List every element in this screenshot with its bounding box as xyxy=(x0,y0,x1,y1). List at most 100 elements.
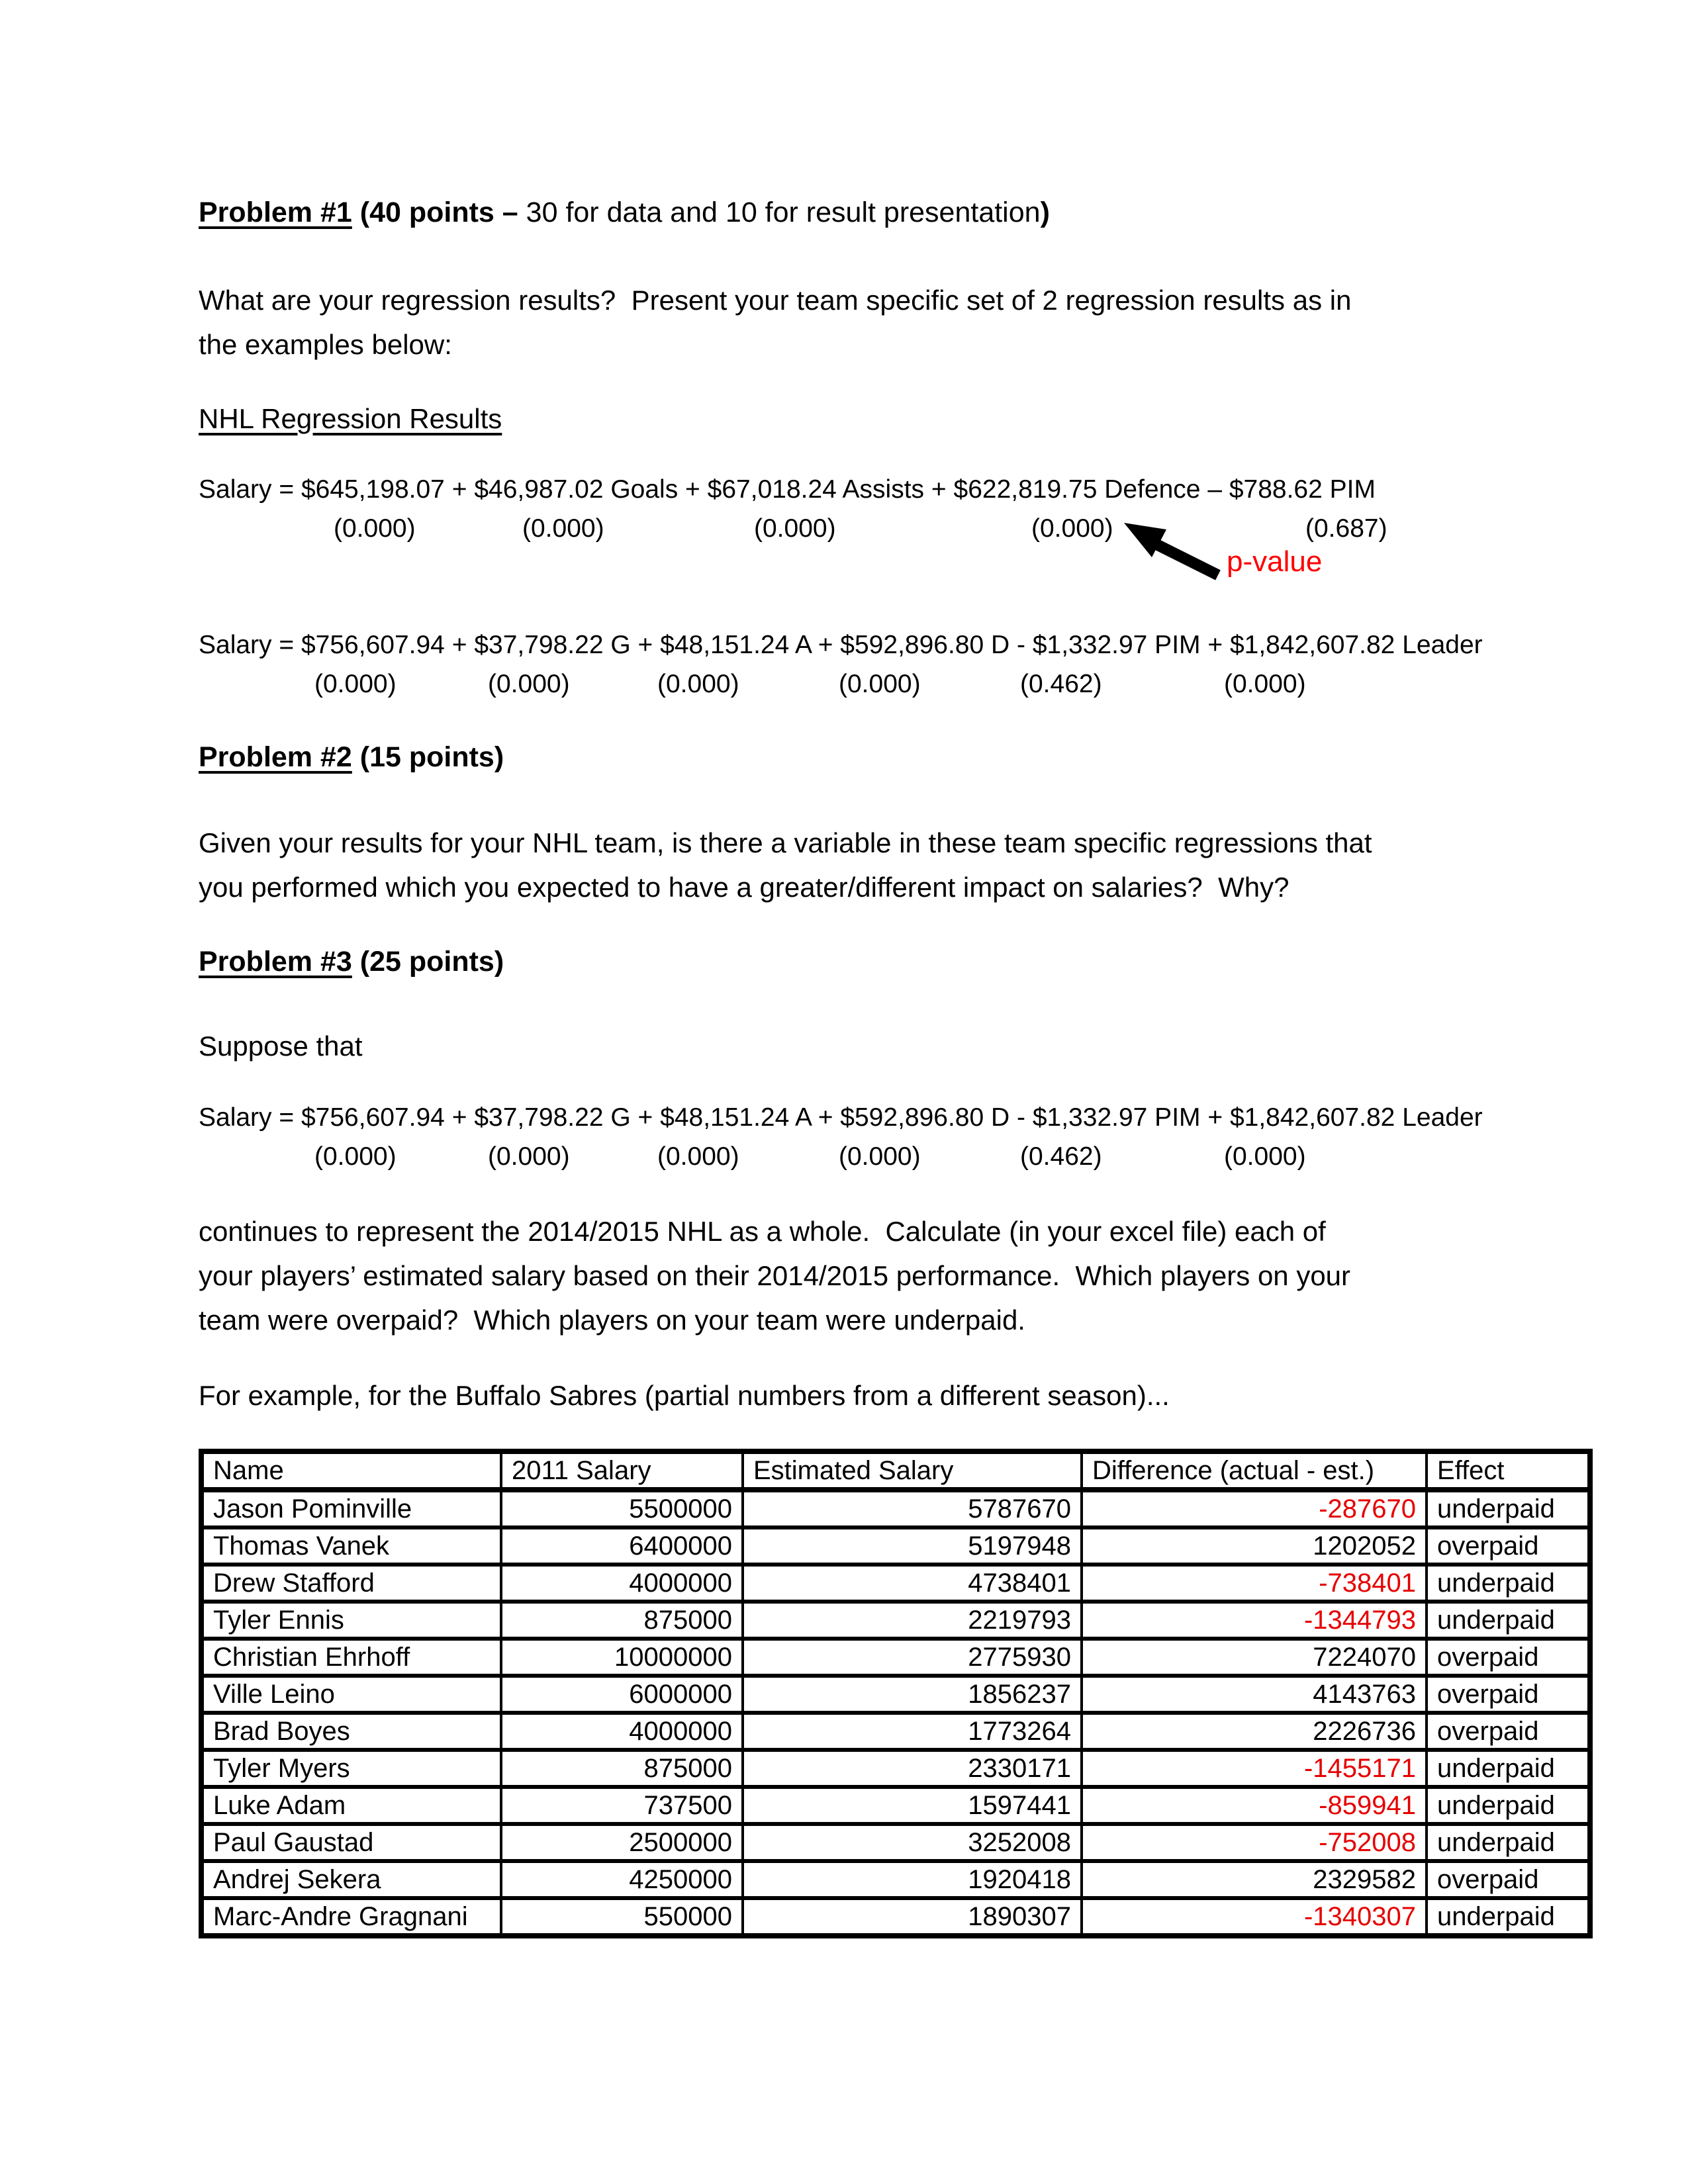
eq1-pvalue-2: (0.000) xyxy=(522,514,604,543)
player-name: Paul Gaustad xyxy=(200,1822,502,1863)
table-row: Drew Stafford 4000000 4738401 -738401 un… xyxy=(200,1563,1591,1604)
eq2-pvalue-4: (0.000) xyxy=(839,670,921,698)
player-salary: 4000000 xyxy=(500,1711,744,1752)
player-name: Tyler Ennis xyxy=(200,1600,502,1641)
player-estimated: 1920418 xyxy=(741,1859,1083,1900)
player-effect: underpaid xyxy=(1425,1822,1591,1863)
player-difference: -1344793 xyxy=(1080,1600,1428,1641)
regression-equation-1: Salary = $645,198.07 + $46,987.02 Goals … xyxy=(199,475,1376,504)
problem1-title: Problem #1 xyxy=(199,197,352,228)
player-salary: 5500000 xyxy=(500,1488,744,1529)
player-name: Jason Pominville xyxy=(200,1488,502,1529)
player-estimated: 2330171 xyxy=(741,1748,1083,1789)
problem3-heading: Problem #3 (25 points) xyxy=(199,944,1589,979)
eq3-pvalue-3: (0.000) xyxy=(657,1142,739,1171)
player-effect: underpaid xyxy=(1425,1563,1591,1604)
table-row: Ville Leino 6000000 1856237 4143763 over… xyxy=(200,1674,1591,1715)
problem2-line-2: you performed which you expected to have… xyxy=(199,872,1289,903)
header-name: Name xyxy=(200,1449,502,1492)
player-difference: 2329582 xyxy=(1080,1859,1428,1900)
player-difference: 7224070 xyxy=(1080,1637,1428,1678)
player-salary: 6400000 xyxy=(500,1525,744,1567)
player-estimated: 1773264 xyxy=(741,1711,1083,1752)
problem3-line-1: continues to represent the 2014/2015 NHL… xyxy=(199,1216,1326,1247)
regression-equation-2: Salary = $756,607.94 + $37,798.22 G + $4… xyxy=(199,631,1483,659)
problem3-title: Problem #3 xyxy=(199,946,352,978)
pvalue-annotation: p-value xyxy=(1227,545,1323,578)
problem1-points-bold: (40 points – xyxy=(352,197,526,228)
player-effect: underpaid xyxy=(1425,1748,1591,1789)
header-difference: Difference (actual - est.) xyxy=(1080,1449,1428,1492)
equation-2-pvalues: (0.000) (0.000) (0.000) (0.000) (0.462) … xyxy=(199,668,1589,700)
regression-equation-3-block: Salary = $756,607.94 + $37,798.22 G + $4… xyxy=(199,1102,1589,1172)
eq3-pvalue-1: (0.000) xyxy=(314,1142,397,1171)
player-estimated: 1597441 xyxy=(741,1785,1083,1826)
player-estimated: 5787670 xyxy=(741,1488,1083,1529)
problem2-line-1: Given your results for your NHL team, is… xyxy=(199,827,1372,858)
player-effect: underpaid xyxy=(1425,1488,1591,1529)
table-row: Christian Ehrhoff 10000000 2775930 72240… xyxy=(200,1637,1591,1678)
eq1-pvalue-4: (0.000) xyxy=(1031,514,1113,543)
example-intro-line: For example, for the Buffalo Sabres (par… xyxy=(199,1380,1170,1411)
eq2-pvalue-3: (0.000) xyxy=(657,670,739,698)
problem3-line-3: team were overpaid? Which players on you… xyxy=(199,1304,1025,1336)
equation-3-pvalues: (0.000) (0.000) (0.000) (0.000) (0.462) … xyxy=(199,1141,1589,1172)
sabres-salary-table: Name 2011 Salary Estimated Salary Differ… xyxy=(199,1449,1593,1938)
eq2-pvalue-5: (0.462) xyxy=(1020,670,1102,698)
player-name: Luke Adam xyxy=(200,1785,502,1826)
table-row: Paul Gaustad 2500000 3252008 -752008 und… xyxy=(200,1822,1591,1863)
player-name: Ville Leino xyxy=(200,1674,502,1715)
player-name: Thomas Vanek xyxy=(200,1525,502,1567)
problem1-close-paren: ) xyxy=(1040,197,1050,228)
player-effect: underpaid xyxy=(1425,1600,1591,1641)
table-header-row: Name 2011 Salary Estimated Salary Differ… xyxy=(200,1449,1591,1492)
eq2-pvalue-2: (0.000) xyxy=(488,670,570,698)
table-row: Jason Pominville 5500000 5787670 -287670… xyxy=(200,1488,1591,1529)
player-estimated: 3252008 xyxy=(741,1822,1083,1863)
player-effect: overpaid xyxy=(1425,1637,1591,1678)
player-estimated: 4738401 xyxy=(741,1563,1083,1604)
player-estimated: 5197948 xyxy=(741,1525,1083,1567)
eq3-pvalue-2: (0.000) xyxy=(488,1142,570,1171)
player-estimated: 2775930 xyxy=(741,1637,1083,1678)
table-row: Tyler Ennis 875000 2219793 -1344793 unde… xyxy=(200,1600,1591,1641)
player-effect: overpaid xyxy=(1425,1525,1591,1567)
player-difference: -1455171 xyxy=(1080,1748,1428,1789)
player-difference: 2226736 xyxy=(1080,1711,1428,1752)
player-effect: overpaid xyxy=(1425,1859,1591,1900)
problem2-title: Problem #2 xyxy=(199,741,352,773)
nhl-regression-results-title: NHL Regression Results xyxy=(199,403,502,434)
problem2-heading: Problem #2 (15 points) xyxy=(199,740,1589,775)
eq3-pvalue-6: (0.000) xyxy=(1224,1142,1306,1171)
problem1-intro-paragraph: What are your regression results? Presen… xyxy=(199,278,1589,367)
eq1-pvalue-1: (0.000) xyxy=(334,514,416,543)
player-name: Andrej Sekera xyxy=(200,1859,502,1900)
table-row: Tyler Myers 875000 2330171 -1455171 unde… xyxy=(200,1748,1591,1789)
player-estimated: 1890307 xyxy=(741,1896,1083,1938)
table-row: Thomas Vanek 6400000 5197948 1202052 ove… xyxy=(200,1525,1591,1567)
player-estimated: 1856237 xyxy=(741,1674,1083,1715)
problem2-points: (15 points) xyxy=(352,741,504,773)
player-salary: 875000 xyxy=(500,1600,744,1641)
eq2-pvalue-1: (0.000) xyxy=(314,670,397,698)
player-difference: -1340307 xyxy=(1080,1896,1428,1938)
player-name: Drew Stafford xyxy=(200,1563,502,1604)
header-estimated: Estimated Salary xyxy=(741,1449,1083,1492)
player-salary: 550000 xyxy=(500,1896,744,1938)
player-difference: -738401 xyxy=(1080,1563,1428,1604)
header-effect: Effect xyxy=(1425,1449,1591,1492)
table-row: Andrej Sekera 4250000 1920418 2329582 ov… xyxy=(200,1859,1591,1900)
header-salary: 2011 Salary xyxy=(500,1449,744,1492)
table-row: Marc-Andre Gragnani 550000 1890307 -1340… xyxy=(200,1896,1591,1938)
player-difference: -287670 xyxy=(1080,1488,1428,1529)
player-effect: underpaid xyxy=(1425,1896,1591,1938)
table-row: Brad Boyes 4000000 1773264 2226736 overp… xyxy=(200,1711,1591,1752)
eq2-pvalue-6: (0.000) xyxy=(1224,670,1306,698)
player-name: Christian Ehrhoff xyxy=(200,1637,502,1678)
eq3-pvalue-4: (0.000) xyxy=(839,1142,921,1171)
eq1-pvalue-3: (0.000) xyxy=(754,514,836,543)
table-row: Luke Adam 737500 1597441 -859941 underpa… xyxy=(200,1785,1591,1826)
player-name: Marc-Andre Gragnani xyxy=(200,1896,502,1938)
problem3-line-2: your players’ estimated salary based on … xyxy=(199,1260,1351,1291)
